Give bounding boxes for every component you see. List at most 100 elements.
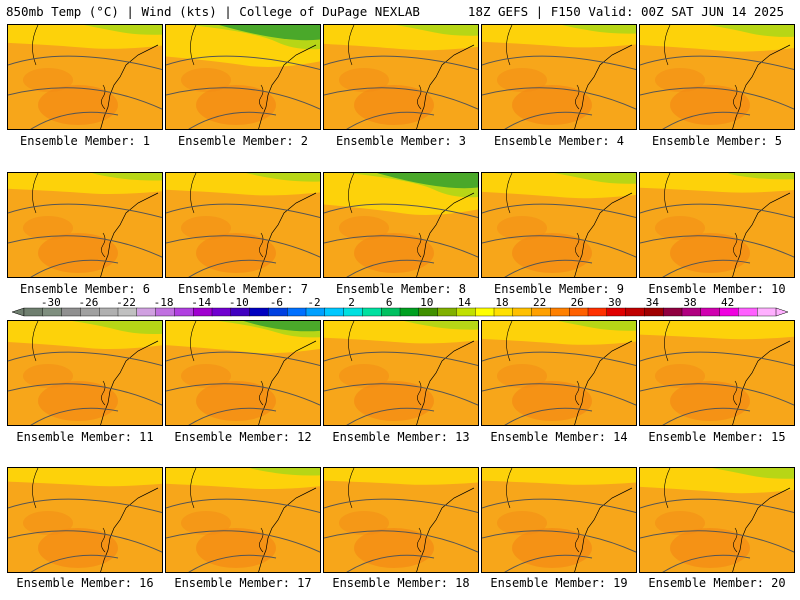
panel-caption: Ensemble Member: 5 — [651, 134, 783, 148]
colorbar-swatch — [644, 307, 664, 317]
height-contour — [324, 383, 478, 406]
height-contour — [482, 383, 636, 406]
panel-caption: Ensemble Member: 4 — [493, 134, 625, 148]
height-contour — [8, 530, 162, 553]
height-contour — [482, 498, 636, 514]
height-contour — [8, 235, 162, 258]
coastline — [100, 192, 159, 277]
run-info: 18Z GEFS | F150 Valid: 00Z SAT JUN 14 20… — [467, 4, 784, 19]
colorbar-swatch — [42, 307, 63, 317]
height-contour — [662, 111, 751, 129]
ensemble-panel — [481, 320, 637, 426]
height-contour — [8, 498, 162, 514]
ensemble-panel — [7, 24, 163, 130]
colorbar-swatch — [381, 307, 401, 317]
height-contour — [482, 55, 636, 71]
colorbar-swatch — [268, 307, 288, 317]
ensemble-panel — [481, 24, 637, 130]
panel-caption: Ensemble Member: 16 — [16, 576, 154, 590]
ensemble-panel — [323, 320, 479, 426]
ensemble-panel — [7, 320, 163, 426]
ensemble-panel — [323, 172, 479, 278]
coastline — [100, 340, 159, 425]
colorbar-swatch — [606, 307, 627, 317]
height-contour — [346, 111, 435, 129]
height-contour — [30, 111, 119, 129]
colorbar-swatch — [475, 307, 495, 317]
height-contour — [8, 55, 162, 71]
colorbar-swatch — [625, 307, 645, 317]
height-contour — [346, 407, 435, 425]
colorbar-swatch — [230, 307, 251, 317]
panel-caption: Ensemble Member: 20 — [648, 576, 786, 590]
temperature-map — [640, 25, 794, 129]
height-contour — [166, 498, 320, 514]
height-contour — [640, 530, 794, 553]
coastline — [574, 44, 633, 129]
height-contour — [482, 203, 636, 219]
temperature-map — [482, 468, 636, 572]
height-contour — [8, 87, 162, 110]
height-contour — [166, 87, 320, 110]
coastline — [574, 192, 633, 277]
height-contour — [166, 203, 320, 219]
colorbar-swatch — [192, 307, 213, 317]
height-contour — [482, 530, 636, 553]
colorbar-swatch — [738, 307, 758, 317]
height-contour — [482, 351, 636, 367]
colorbar-swatch — [437, 307, 457, 317]
coastline — [258, 340, 317, 425]
coastline — [574, 487, 633, 572]
panel-caption: Ensemble Member: 14 — [490, 430, 628, 444]
height-contour — [504, 111, 593, 129]
height-contour — [346, 554, 435, 572]
temperature-map — [640, 173, 794, 277]
height-contour — [30, 259, 119, 277]
height-contour — [188, 111, 277, 129]
panel-caption: Ensemble Member: 8 — [335, 282, 467, 296]
temperature-map — [482, 173, 636, 277]
colorbar-swatch — [569, 307, 589, 317]
panel-caption: Ensemble Member: 3 — [335, 134, 467, 148]
ensemble-panel — [7, 467, 163, 573]
height-contour — [640, 498, 794, 514]
colorbar-swatch — [418, 307, 439, 317]
coastline — [416, 44, 475, 129]
colorbar-swatch — [663, 307, 683, 317]
temperature-map — [482, 321, 636, 425]
temperature-map — [166, 173, 320, 277]
panel-caption: Ensemble Member: 10 — [648, 282, 786, 296]
ensemble-panel — [7, 172, 163, 278]
temperature-map — [640, 321, 794, 425]
panel-caption: Ensemble Member: 12 — [174, 430, 312, 444]
coastline — [258, 487, 317, 572]
ensemble-panel — [639, 320, 795, 426]
height-contour — [188, 259, 277, 277]
colorbar-right-arrow — [775, 307, 789, 317]
coastline — [258, 192, 317, 277]
colorbar-swatch — [174, 307, 194, 317]
colorbar-swatch — [493, 307, 514, 317]
panel-caption: Ensemble Member: 18 — [332, 576, 470, 590]
ensemble-panel — [323, 24, 479, 130]
height-contour — [166, 383, 320, 406]
ensemble-panel — [165, 24, 321, 130]
coastline — [416, 487, 475, 572]
height-contour — [640, 203, 794, 219]
map-title: 850mb Temp (°C) | Wind (kts) | College o… — [6, 4, 420, 19]
colorbar-swatch — [155, 307, 175, 317]
temperature-map — [8, 321, 162, 425]
height-contour — [662, 407, 751, 425]
height-contour — [324, 203, 478, 219]
temperature-map — [8, 25, 162, 129]
height-contour — [504, 259, 593, 277]
colorbar-swatch — [399, 307, 420, 317]
height-contour — [640, 383, 794, 406]
temperature-map — [166, 321, 320, 425]
temperature-map — [324, 173, 478, 277]
colorbar-swatch — [305, 307, 326, 317]
ensemble-panel — [165, 320, 321, 426]
panel-caption: Ensemble Member: 17 — [174, 576, 312, 590]
panel-caption: Ensemble Member: 6 — [19, 282, 151, 296]
colorbar-swatch — [211, 307, 232, 317]
